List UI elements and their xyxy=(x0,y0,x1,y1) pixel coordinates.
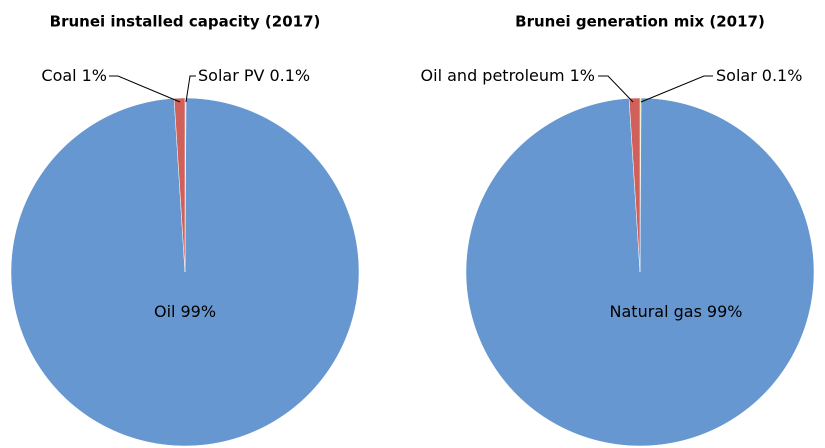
value-label: 1% xyxy=(82,66,107,85)
category-name: Oil xyxy=(154,302,175,321)
leader-line xyxy=(109,75,181,103)
pie-slice xyxy=(173,97,186,273)
value-label: 99% xyxy=(180,302,216,321)
leader-line xyxy=(185,75,196,103)
value-label: 1% xyxy=(570,66,595,85)
category-name: Solar PV xyxy=(198,66,265,85)
category-name: Oil and petroleum xyxy=(421,66,565,85)
category-name: Natural gas xyxy=(610,302,702,321)
leader-line xyxy=(640,75,713,103)
data-label: Solar 0.1% xyxy=(716,66,802,85)
category-name: Coal xyxy=(41,66,76,85)
leader-line xyxy=(598,75,634,103)
data-label: Oil 99% xyxy=(154,302,216,321)
data-label: Natural gas 99% xyxy=(610,302,743,321)
value-label: 0.1% xyxy=(762,66,803,85)
value-label: 99% xyxy=(707,302,743,321)
category-name: Solar xyxy=(716,66,757,85)
data-label: Coal 1% xyxy=(41,66,107,85)
chart-title: Brunei generation mix (2017) xyxy=(515,13,765,31)
value-label: 0.1% xyxy=(269,66,310,85)
data-label: Solar PV 0.1% xyxy=(198,66,310,85)
data-label: Oil and petroleum 1% xyxy=(421,66,595,85)
chart-title: Brunei installed capacity (2017) xyxy=(50,13,321,31)
